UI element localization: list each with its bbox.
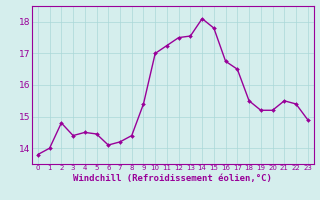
X-axis label: Windchill (Refroidissement éolien,°C): Windchill (Refroidissement éolien,°C) xyxy=(73,174,272,183)
